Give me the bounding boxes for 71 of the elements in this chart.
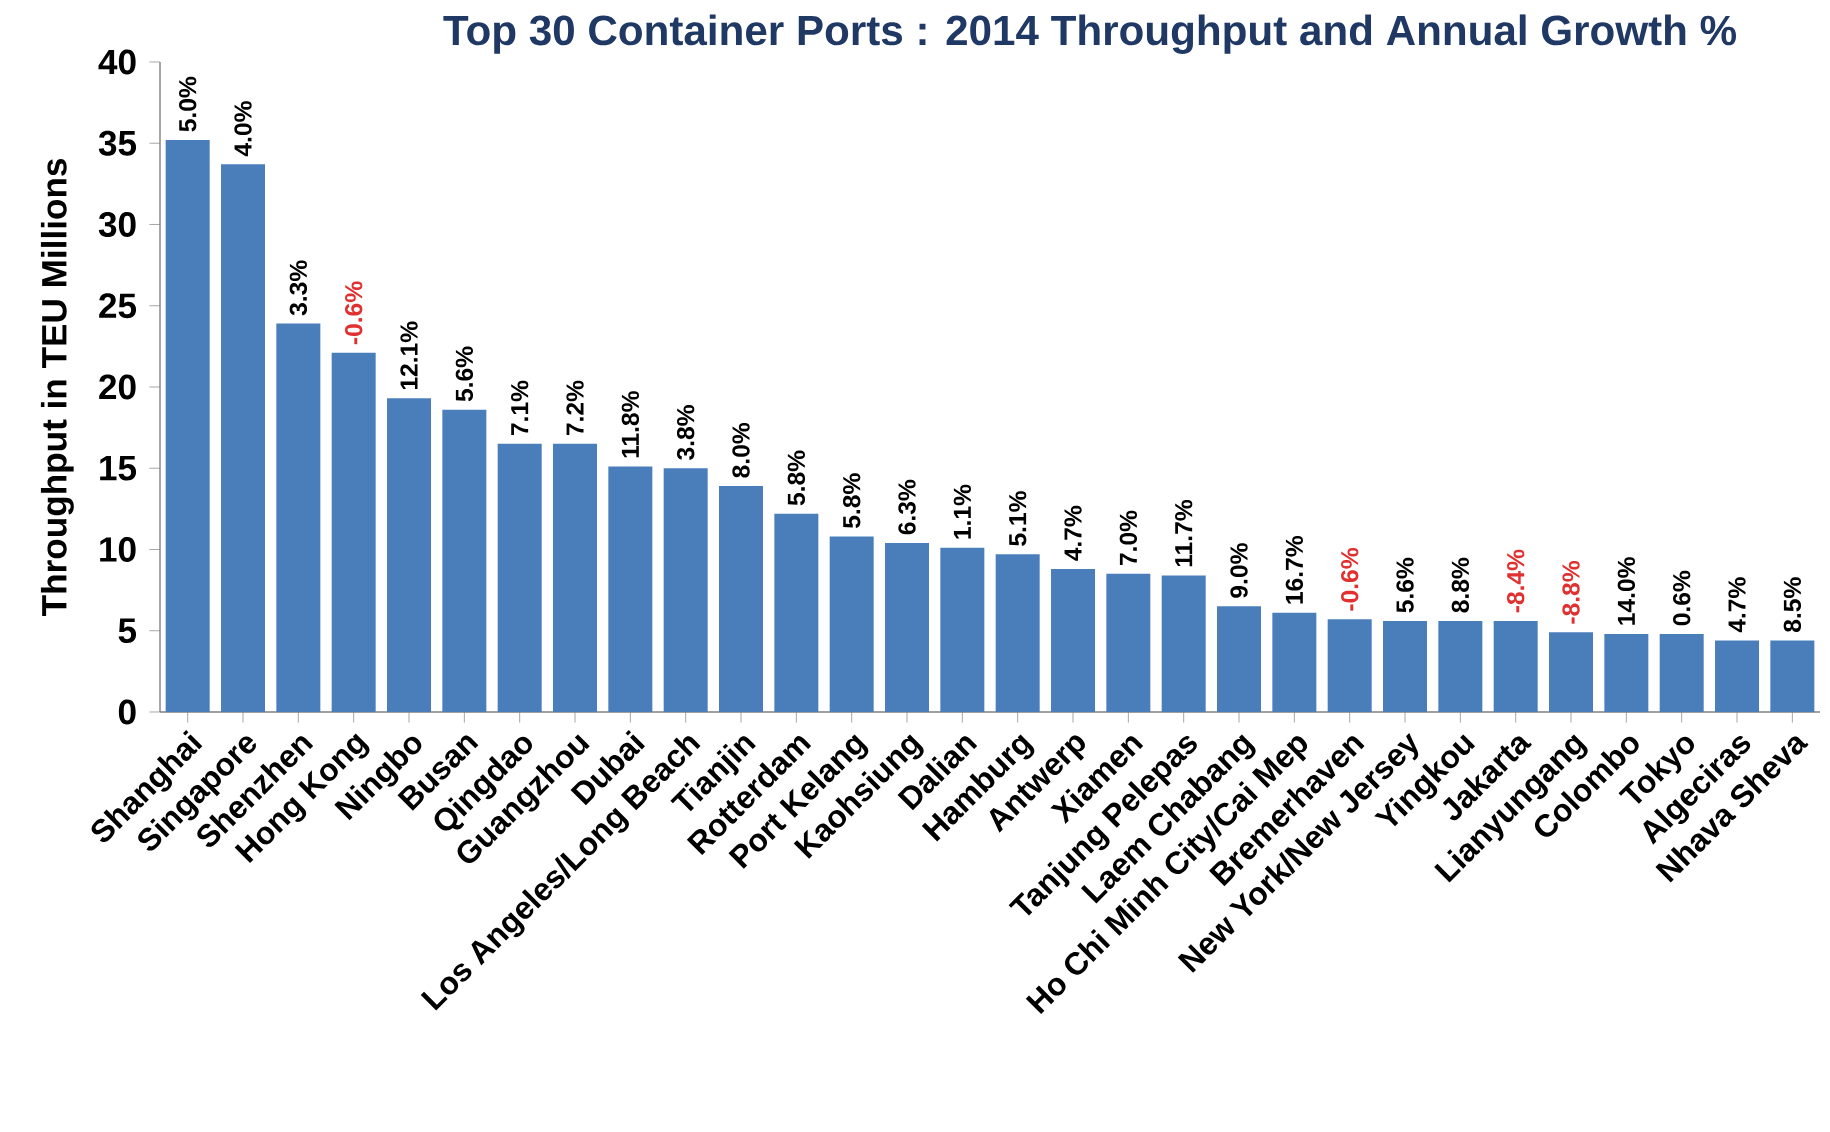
annotation: 4.7% — [1064, 505, 1082, 561]
bar — [774, 513, 819, 712]
bar — [1770, 640, 1815, 712]
annotation: 3.8% — [676, 405, 695, 460]
annotation: 7.2% — [566, 380, 584, 436]
annotation: 5.6% — [1396, 557, 1414, 613]
bar — [1549, 632, 1594, 712]
bar — [1715, 640, 1760, 712]
annotation: -8.8% — [1562, 561, 1580, 624]
bar — [940, 547, 985, 712]
annotation: 5.1% — [1009, 491, 1027, 546]
annotation: 6.3% — [898, 479, 916, 535]
y-tick-label: 35 — [98, 130, 137, 156]
bar — [1106, 573, 1151, 712]
bar — [995, 554, 1040, 712]
bar — [497, 443, 542, 712]
bar — [1383, 620, 1428, 712]
y-tick-label: 15 — [100, 455, 137, 481]
annotation: 11.8% — [621, 391, 640, 458]
annotation: 5.6% — [455, 346, 474, 402]
annotation: 4.0% — [234, 101, 252, 157]
bar — [553, 443, 598, 712]
annotation: 8.0% — [732, 422, 750, 478]
bar — [885, 542, 930, 712]
bar — [663, 468, 708, 712]
bar — [719, 486, 764, 712]
bar — [1604, 633, 1649, 712]
bar — [1051, 568, 1096, 712]
bar — [331, 352, 376, 712]
y-tick-label: 30 — [98, 212, 136, 237]
chart-title: Top 30 Container Ports : 2014 Throughput and Annual Growth % — [443, 14, 1737, 54]
bar — [1659, 633, 1704, 712]
bar — [165, 139, 210, 712]
annotation: 5.0% — [179, 76, 197, 132]
y-axis-title: Throughput in TEU Millions — [40, 158, 74, 616]
annotation: 11.7% — [1175, 500, 1193, 567]
annotation: 7.1% — [511, 380, 529, 436]
annotation: 14.0% — [1617, 557, 1636, 625]
bar — [1161, 575, 1206, 712]
bar — [221, 164, 266, 712]
annotation: 4.7% — [1728, 577, 1746, 633]
annotation: 8.5% — [1783, 577, 1802, 632]
bar — [1217, 606, 1262, 712]
annotation: 12.1% — [400, 321, 418, 390]
annotation: -8.4% — [1507, 549, 1525, 613]
y-tick-label: 10 — [100, 537, 136, 562]
y-tick-label: 20 — [99, 374, 136, 400]
annotation: -0.6% — [1341, 548, 1359, 611]
bar — [442, 409, 487, 712]
annotation: 1.1% — [953, 484, 971, 539]
annotation: 3.3% — [289, 260, 308, 316]
bar — [276, 323, 321, 712]
annotation: 8.8% — [1451, 557, 1470, 613]
bar — [1438, 620, 1483, 712]
annotation: 5.8% — [787, 450, 806, 506]
annotation: 5.8% — [843, 473, 861, 528]
annotation: 9.0% — [1230, 543, 1248, 598]
annotation: 0.6% — [1673, 570, 1691, 626]
bar — [608, 466, 653, 712]
annotation: 7.0% — [1119, 510, 1138, 566]
bar — [1493, 620, 1538, 712]
y-tick-label: 0 — [118, 699, 136, 725]
y-tick-label: 25 — [99, 293, 137, 319]
y-tick-label: 5 — [118, 618, 137, 643]
bar — [1327, 619, 1372, 712]
bar — [1272, 612, 1317, 712]
bar — [829, 536, 874, 712]
annotation: -0.6% — [345, 281, 363, 345]
bar — [387, 398, 432, 712]
annotation: 16.7% — [1285, 536, 1304, 604]
y-tick-label: 40 — [98, 49, 136, 75]
